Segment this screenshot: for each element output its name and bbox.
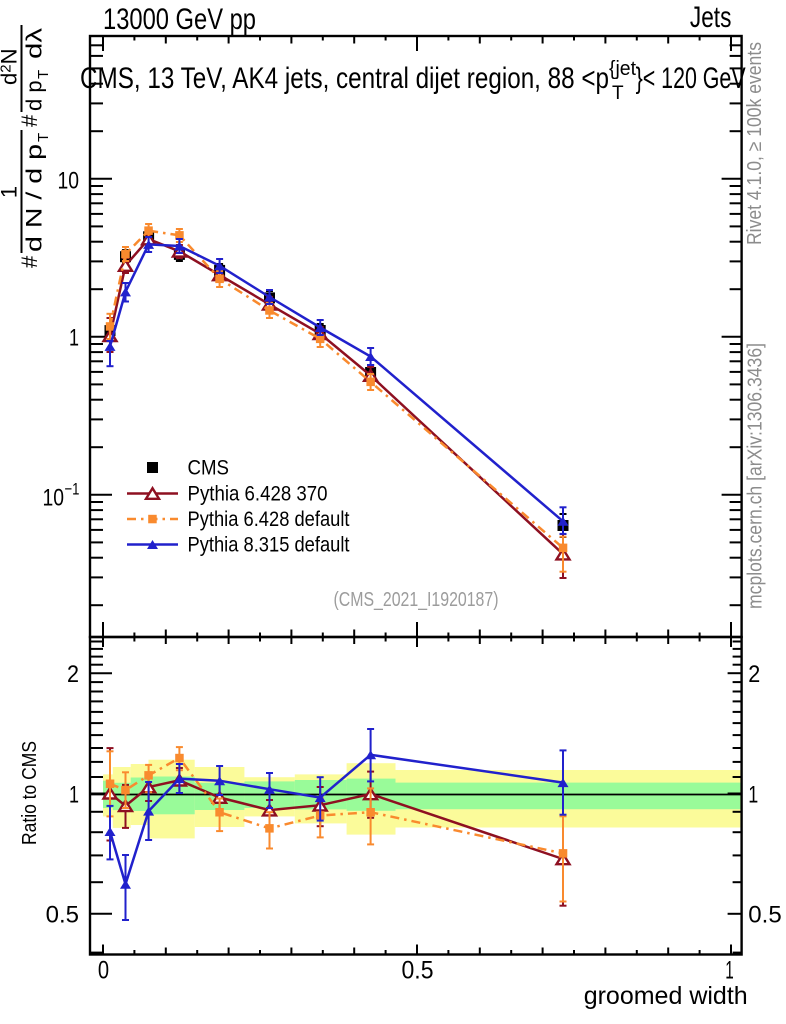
svg-text:Pythia 6.428 370: Pythia 6.428 370 [188,483,328,506]
svg-text:T: T [35,70,52,79]
svg-text:0: 0 [98,957,109,985]
svg-text:(CMS_2021_I1920187): (CMS_2021_I1920187) [334,589,499,611]
svg-text:0.5: 0.5 [748,902,781,929]
svg-text:13000 GeV pp: 13000 GeV pp [103,3,256,36]
svg-text:}< 120 GeV: }< 120 GeV [636,62,746,95]
svg-text:1: 1 [725,957,734,985]
svg-text:0.5: 0.5 [402,957,434,985]
svg-text:CMS: CMS [188,457,230,480]
svg-text:groomed width: groomed width [584,982,748,1010]
svg-text:d2N: d2N [0,49,22,85]
svg-text:d N / d p: d N / d p [22,144,47,252]
svg-text:mcplots.cern.ch [arXiv:1306.34: mcplots.cern.ch [arXiv:1306.3436] [745,343,767,609]
svg-text:2: 2 [748,661,760,688]
svg-text:T: T [612,83,624,104]
svg-text:T: T [35,133,52,142]
svg-text:10: 10 [58,168,80,195]
svg-text:0.5: 0.5 [46,902,79,929]
svg-text:Ratio to CMS: Ratio to CMS [19,741,41,845]
svg-text:Rivet 4.1.0, ≥ 100k events: Rivet 4.1.0, ≥ 100k events [744,42,766,245]
svg-text:Pythia 8.315 default: Pythia 8.315 default [188,534,350,557]
svg-text:1: 1 [748,782,758,809]
svg-text:−1: −1 [65,480,80,499]
svg-text:#: # [17,255,42,268]
svg-text:1: 1 [69,782,79,809]
svg-text:dλ: dλ [22,28,47,59]
svg-text:2: 2 [67,661,79,688]
svg-text:d p: d p [22,80,47,111]
svg-text:Pythia 6.428 default: Pythia 6.428 default [188,508,350,531]
svg-text:#: # [17,114,42,127]
svg-text:{jet: {jet [609,58,636,80]
svg-text:10: 10 [43,485,65,512]
svg-text:Jets: Jets [690,1,732,34]
svg-text:CMS, 13 TeV, AK4 jets, central: CMS, 13 TeV, AK4 jets, central dijet reg… [80,62,609,95]
svg-text:1: 1 [69,325,79,352]
svg-text:1: 1 [0,186,22,198]
